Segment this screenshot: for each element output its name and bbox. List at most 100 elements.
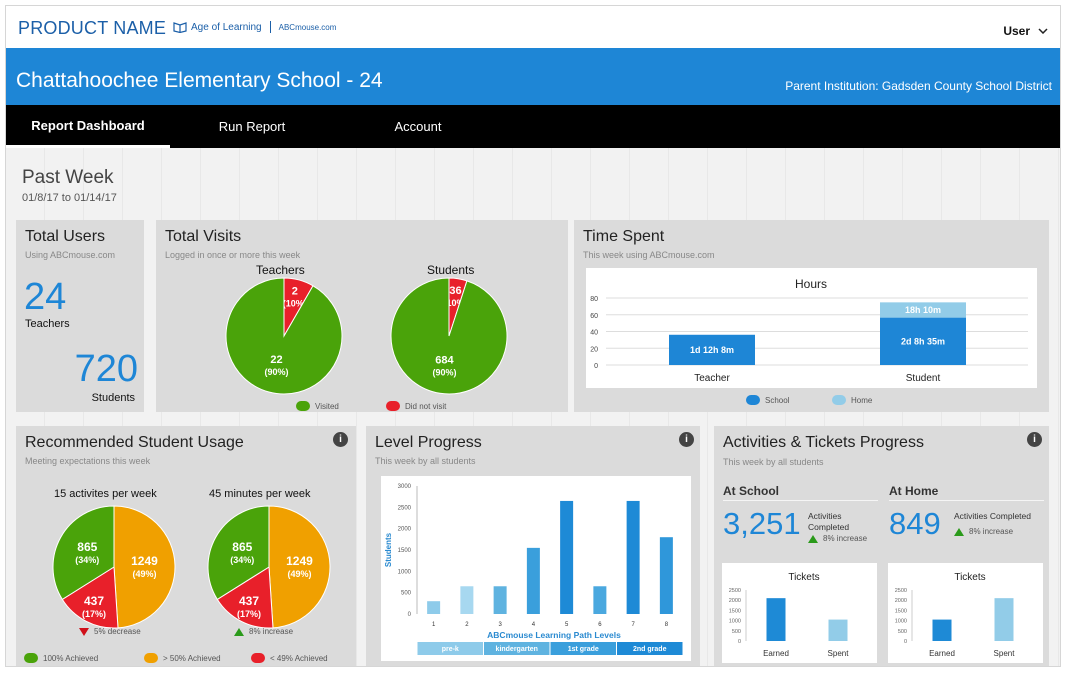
- pie-percent-label: (17%): [82, 609, 106, 619]
- pie-slice-100-achieved[interactable]: [207, 505, 270, 601]
- y-tick-label: 0: [738, 639, 741, 645]
- pie-value-label: 437: [239, 594, 259, 608]
- pie-value-label: 865: [232, 540, 252, 554]
- pie-slice-100-achieved[interactable]: [52, 505, 115, 601]
- pie-slice-49-achieved[interactable]: [216, 566, 274, 629]
- y-tick-label: 0: [904, 639, 907, 645]
- main-nav: Report Dashboard Run Report Account: [6, 105, 1060, 148]
- user-menu[interactable]: User: [1003, 24, 1048, 38]
- bar-tickets-earned[interactable]: [766, 598, 786, 641]
- x-tick-label: 7: [631, 622, 635, 628]
- bar-value-label: 18h 10m: [905, 305, 941, 315]
- period-title: Past Week: [22, 167, 114, 188]
- bar-tickets-earned[interactable]: [932, 619, 952, 641]
- y-tick-label: 500: [732, 629, 741, 635]
- brand-age-of-learning: Age of Learning: [191, 21, 262, 33]
- at-school-caption: Activities Completed: [808, 511, 850, 532]
- bar-level-2[interactable]: [460, 586, 474, 614]
- at-home-trend-label: 8% increase: [969, 527, 1014, 536]
- bar-tickets-spent[interactable]: [994, 598, 1014, 641]
- recommended-info-icon[interactable]: i: [333, 432, 348, 447]
- y-tick-label: 1000: [398, 569, 412, 575]
- bar-level-8[interactable]: [659, 537, 673, 614]
- x-tick-label: Teacher: [694, 373, 730, 384]
- tab-run-report[interactable]: Run Report: [218, 119, 286, 134]
- legend-school-swatch: [746, 395, 760, 405]
- bar-level-5[interactable]: [560, 500, 574, 614]
- x-tick-label: Student: [906, 373, 941, 384]
- y-axis-title: Students: [384, 532, 393, 567]
- pie-value-label: 684: [435, 355, 454, 367]
- pie-value-label: 1249: [286, 554, 313, 568]
- bar-tickets-spent[interactable]: [828, 619, 848, 641]
- bar-value-label: 1d 12h 8m: [690, 345, 734, 355]
- pie-percent-label: (10%): [283, 299, 307, 309]
- level-group-band: [617, 642, 683, 655]
- legend-100-swatch: [24, 653, 38, 663]
- legend-school: School: [746, 395, 789, 405]
- at-school-divider: [723, 500, 878, 501]
- legend-not-visited-label: Did not visit: [405, 401, 447, 411]
- legend-100-achieved: 100% Achieved: [24, 653, 98, 663]
- bar-home-student[interactable]: [880, 302, 966, 318]
- bar-level-6[interactable]: [593, 586, 607, 614]
- legend-49-label: < 49% Achieved: [270, 653, 328, 663]
- brand-divider: [269, 21, 271, 33]
- bar-level-7[interactable]: [626, 500, 640, 614]
- legend-100-label: 100% Achieved: [43, 653, 99, 663]
- pie-slice-visited[interactable]: [390, 277, 508, 395]
- tab-report-dashboard[interactable]: Report Dashboard: [6, 105, 170, 148]
- age-of-learning-logo-icon: [173, 21, 187, 33]
- product-name[interactable]: PRODUCT NAME: [18, 18, 167, 38]
- usage-minutes-trend: 8% increase: [234, 627, 293, 636]
- legend-50-achieved: > 50% Achieved: [144, 653, 221, 663]
- legend-50-label: > 50% Achieved: [163, 653, 221, 663]
- level-group-label: 2nd grade: [633, 646, 667, 653]
- y-tick-label: 1000: [729, 619, 741, 625]
- teachers-label: Teachers: [25, 318, 70, 330]
- bar-value-label: 2d 8h 35m: [901, 336, 945, 346]
- at-home-label: At Home: [889, 484, 939, 498]
- school-banner: Chattahoochee Elementary School - 24 Par…: [6, 48, 1060, 105]
- x-tick-label: 4: [532, 622, 536, 628]
- bar-level-4[interactable]: [526, 547, 540, 614]
- at-home-trend: 8% increase: [954, 527, 1013, 536]
- tab-account[interactable]: Account: [394, 119, 442, 134]
- level-group-label: kindergarten: [496, 646, 538, 653]
- usage-activities-trend: 5% decrease: [79, 627, 141, 636]
- user-label: User: [1003, 24, 1030, 38]
- x-tick-label: Spent: [828, 649, 850, 658]
- y-tick-label: 0: [408, 612, 412, 618]
- bar-school-teacher[interactable]: [669, 334, 755, 365]
- pie-percent-label: (34%): [230, 555, 254, 565]
- bar-school-student[interactable]: [880, 317, 966, 365]
- pie-slice-49-achieved[interactable]: [61, 566, 119, 629]
- legend-visited-swatch: [296, 401, 310, 411]
- y-tick-label: 1500: [729, 608, 741, 614]
- pie-percent-label: (49%): [132, 569, 156, 579]
- activities-subtitle: This week by all students: [723, 457, 824, 467]
- pie-percent-label: (17%): [237, 609, 261, 619]
- visits-students-title: Students: [427, 263, 475, 277]
- activities-info-icon[interactable]: i: [1027, 432, 1042, 447]
- parent-institution: Parent Institution: Gadsden County Schoo…: [785, 79, 1052, 93]
- at-school-label: At School: [723, 484, 779, 498]
- level-progress-info-icon[interactable]: i: [679, 432, 694, 447]
- at-home-divider: [889, 500, 1044, 501]
- pie-slice-visited[interactable]: [225, 277, 343, 395]
- pie-slice-50-achieved[interactable]: [268, 505, 331, 629]
- level-group-band: [484, 642, 550, 655]
- chevron-down-icon: [1038, 28, 1048, 34]
- total-visits-title: Total Visits: [165, 228, 242, 245]
- brand-abcmouse: ABCmouse.com: [278, 22, 337, 32]
- time-spent-card: Time Spent This week using ABCmouse.com …: [574, 220, 1049, 412]
- visits-teachers-pie: 2(10%) 22(90%): [225, 277, 343, 395]
- bar-level-3[interactable]: [493, 586, 507, 614]
- y-tick-label: 1500: [398, 548, 412, 554]
- bar-level-1[interactable]: [427, 601, 441, 614]
- total-visits-card: Total Visits Logged in once or more this…: [156, 220, 568, 412]
- y-tick-label: 3000: [398, 484, 412, 490]
- legend-49-swatch: [251, 653, 265, 663]
- legend-home-swatch: [832, 395, 846, 405]
- pie-slice-50-achieved[interactable]: [113, 505, 176, 629]
